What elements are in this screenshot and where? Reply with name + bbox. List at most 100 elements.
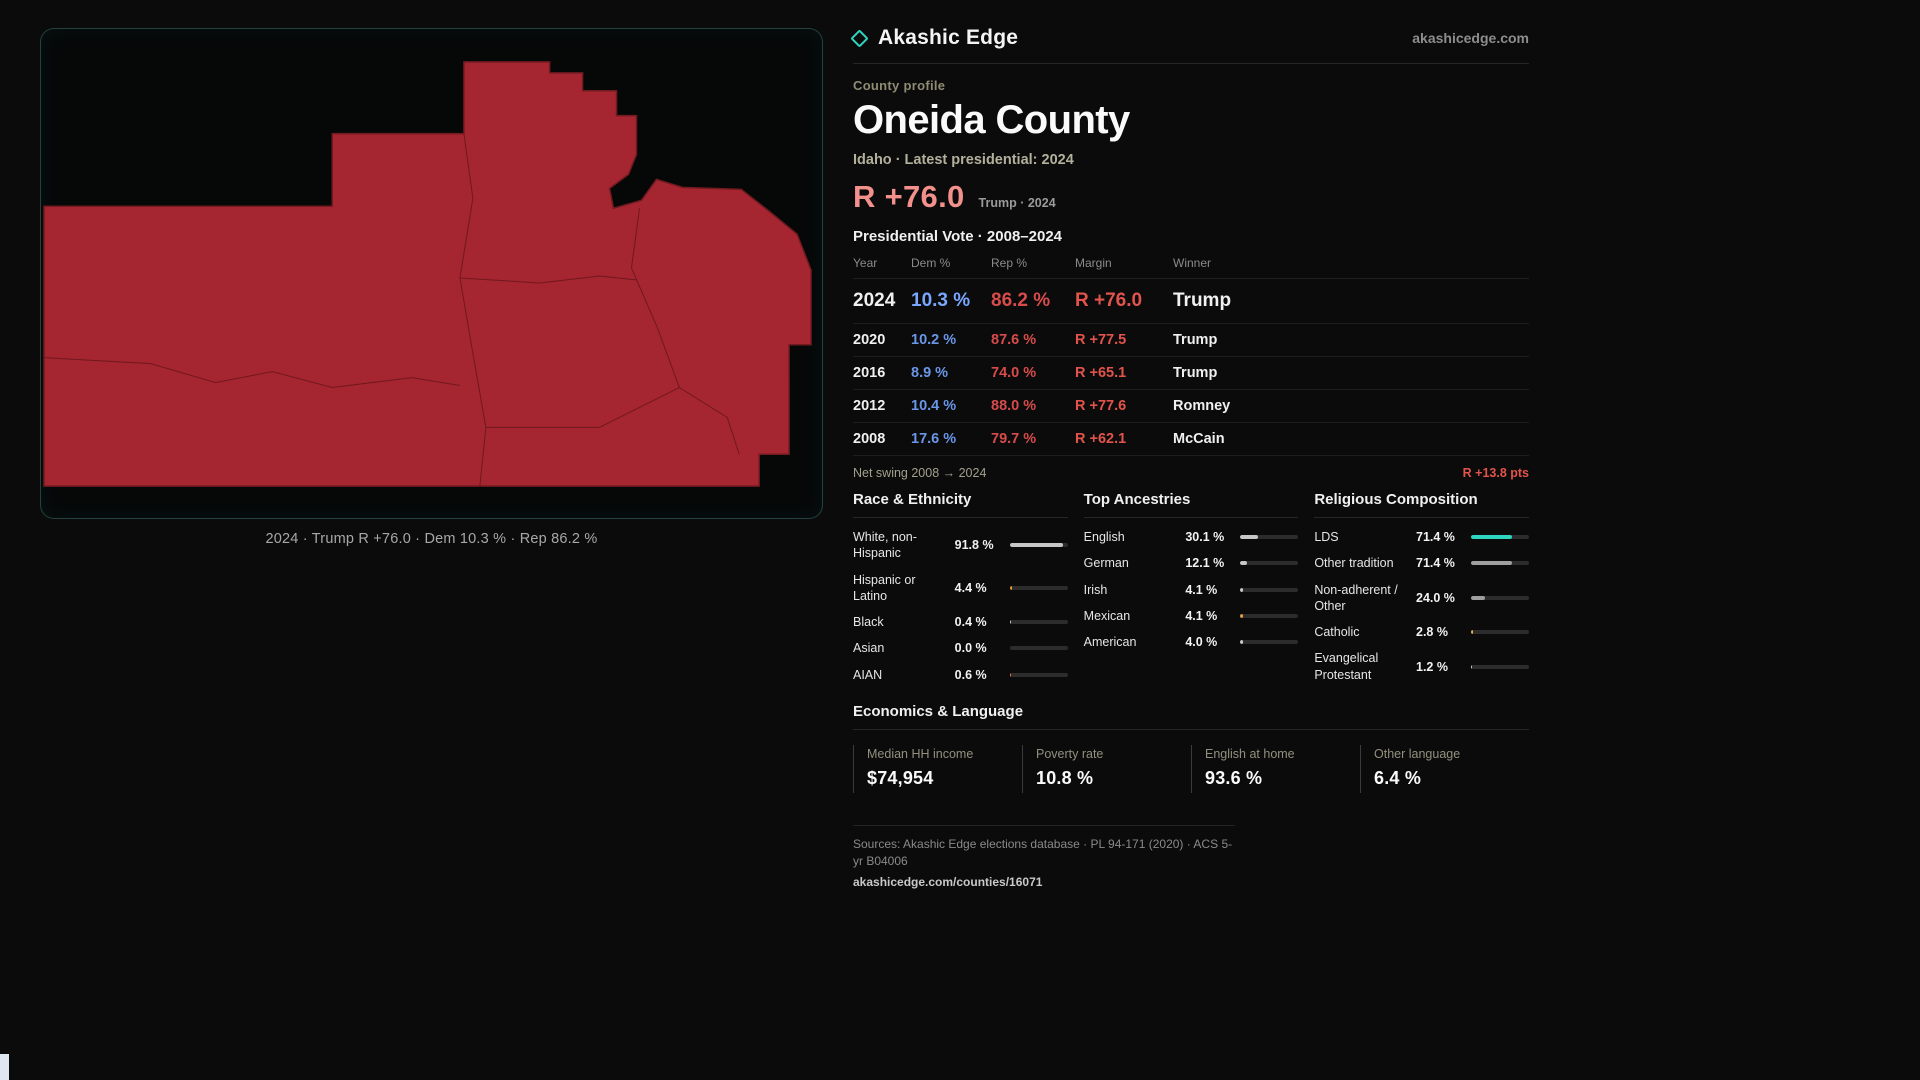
stat-card-value: 93.6 % — [1205, 767, 1263, 788]
stat-value: 4.1 % — [1185, 582, 1218, 597]
rep-cell: 86.2 % — [991, 290, 1051, 311]
stat-label: American — [1083, 635, 1137, 649]
stat-bar — [1471, 664, 1529, 669]
headline-margin-row: R +76.0 Trump · 2024 — [853, 179, 1529, 215]
stat-label: Mexican — [1083, 608, 1131, 623]
stat-value: 71.4 % — [1416, 530, 1455, 545]
stat-bar-fill — [1240, 561, 1248, 566]
stat-bar-fill — [1471, 535, 1513, 540]
net-swing-value: R +13.8 pts — [1462, 466, 1529, 480]
stat-card-label: Median HH income — [867, 746, 974, 761]
stat-card: Poverty rate 10.8 % — [1022, 744, 1191, 793]
stat-row: Black 0.4 % — [853, 609, 1068, 635]
stat-label: Irish — [1083, 582, 1108, 597]
stat-row: American 4.0 % — [1084, 629, 1299, 655]
stat-bar — [1009, 672, 1068, 677]
stat-bar — [1009, 646, 1068, 651]
stat-value: 91.8 % — [954, 538, 994, 553]
rep-cell: 74.0 % — [991, 365, 1037, 381]
stat-bar-fill — [1471, 595, 1485, 600]
net-swing-row: Net swing 2008 → 2024 R +13.8 pts — [853, 456, 1529, 482]
margin-cell: R +65.1 — [1075, 365, 1127, 381]
dem-cell: 10.2 % — [911, 332, 957, 348]
subtitle: Idaho · Latest presidential: 2024 — [853, 152, 1074, 168]
stat-bar — [1240, 613, 1299, 618]
stat-bar — [1240, 587, 1299, 592]
stat-value: 2.8 % — [1416, 625, 1448, 640]
ancestries-column: Top Ancestries English 30.1 % German 12.… — [1083, 491, 1299, 655]
stat-card-value: 10.8 % — [1036, 767, 1094, 788]
headline-margin: R +76.0 — [853, 179, 965, 214]
stat-card: Median HH income $74,954 — [853, 744, 1022, 793]
stat-bar — [1240, 535, 1299, 540]
year-cell: 2012 — [853, 398, 886, 414]
brand-name: Akashic Edge — [878, 26, 1019, 49]
dem-cell: 10.3 % — [911, 290, 971, 311]
stat-row: German 12.1 % — [1084, 550, 1299, 576]
permalink[interactable]: akashicedge.com/counties/16071 — [853, 874, 1043, 889]
margin-cell: R +62.1 — [1075, 431, 1127, 447]
winner-cell: Trump — [1173, 365, 1218, 381]
stat-label: English — [1083, 530, 1125, 544]
stat-value: 4.0 % — [1185, 635, 1218, 650]
winner-cell: Trump — [1173, 290, 1232, 311]
stat-card: Other language 6.4 % — [1360, 744, 1529, 793]
stat-row: White, non-Hispanic 91.8 % — [853, 524, 1068, 567]
stat-row: Evangelical Protestant 1.2 % — [1314, 645, 1529, 688]
margin-cell: R +77.5 — [1075, 332, 1127, 348]
col-margin: Margin — [1075, 256, 1112, 270]
rep-cell: 79.7 % — [991, 431, 1037, 447]
margin-cell: R +77.6 — [1075, 398, 1127, 414]
stat-bar — [1471, 595, 1529, 600]
year-cell: 2016 — [853, 365, 886, 381]
section-title: Top Ancestries — [1083, 491, 1299, 518]
stat-row: Irish 4.1 % — [1084, 577, 1299, 603]
stat-card-label: Poverty rate — [1036, 746, 1104, 761]
stat-card-label: English at home — [1205, 746, 1295, 761]
map-caption: 2024 · Trump R +76.0 · Dem 10.3 % · Rep … — [265, 531, 598, 547]
table-row: 2008 17.6 % 79.7 % R +62.1 McCain — [853, 423, 1529, 456]
screen-corner-artifact — [0, 1054, 9, 1080]
rep-cell: 87.6 % — [991, 332, 1037, 348]
stat-row: Asian 0.0 % — [853, 635, 1068, 661]
stat-row: Hispanic or Latino 4.4 % — [853, 567, 1068, 610]
county-map-svg — [43, 61, 812, 487]
stat-bar — [1009, 543, 1068, 548]
winner-cell: Trump — [1173, 332, 1218, 348]
stat-label: Other tradition — [1314, 556, 1394, 571]
county-map — [40, 28, 823, 519]
stat-bar-fill — [1009, 543, 1063, 548]
vote-table-header: Year Dem % Rep % Margin Winner — [853, 256, 1529, 279]
table-row: 2012 10.4 % 88.0 % R +77.6 Romney — [853, 390, 1529, 423]
stat-value: 24.0 % — [1416, 590, 1455, 605]
stat-label: German — [1083, 556, 1129, 571]
stat-value: 0.6 % — [954, 667, 987, 682]
stat-bar-fill — [1009, 585, 1013, 590]
stat-bar-fill — [1240, 587, 1243, 592]
footer: Sources: Akashic Edge elections database… — [853, 824, 1235, 891]
stat-label: Hispanic or Latino — [853, 572, 916, 603]
stat-label: Catholic — [1314, 625, 1360, 639]
stat-card-value: 6.4 % — [1374, 767, 1422, 788]
stat-bar — [1009, 620, 1068, 625]
stat-card-label: Other language — [1374, 746, 1461, 761]
section-title: Religious Composition — [1314, 491, 1529, 518]
stat-bar — [1471, 535, 1529, 540]
header: Akashic Edge akashicedge.com — [850, 26, 1529, 64]
headline-note: Trump · 2024 — [978, 196, 1056, 210]
stat-card-value: $74,954 — [867, 767, 934, 788]
stat-bar-fill — [1471, 664, 1472, 669]
economics-stats: Median HH income $74,954 Poverty rate 10… — [853, 744, 1529, 793]
table-row: 2016 8.9 % 74.0 % R +65.1 Trump — [853, 357, 1529, 390]
dem-cell: 8.9 % — [911, 365, 949, 381]
brand-domain-link[interactable]: akashicedge.com — [1412, 30, 1529, 46]
year-cell: 2020 — [853, 332, 886, 348]
stat-bar-fill — [1240, 640, 1243, 645]
stat-label: Evangelical Protestant — [1314, 651, 1379, 682]
eyebrow-label: County profile — [853, 78, 946, 93]
table-row: 2020 10.2 % 87.6 % R +77.5 Trump — [853, 324, 1529, 357]
year-cell: 2008 — [853, 431, 886, 447]
net-swing-label: Net swing 2008 → 2024 — [853, 466, 987, 480]
stat-label: LDS — [1314, 530, 1339, 544]
year-cell: 2024 — [853, 290, 896, 311]
